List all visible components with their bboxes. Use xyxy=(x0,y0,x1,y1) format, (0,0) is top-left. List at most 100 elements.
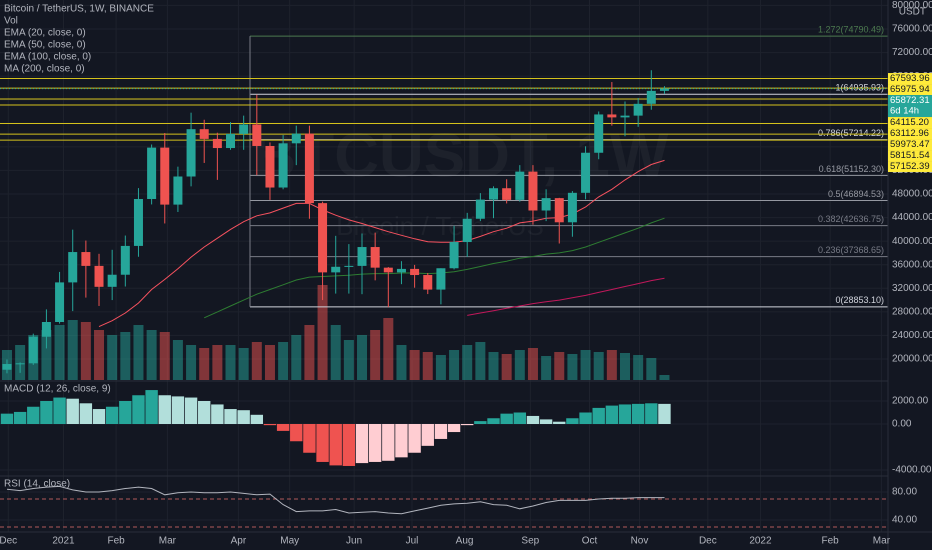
histogram-bar xyxy=(171,396,185,424)
x-tick-label: Nov xyxy=(631,536,649,547)
histogram-bar xyxy=(119,400,132,424)
fib-label: 0.382(42636.75) xyxy=(818,214,884,224)
x-tick-label: Dec xyxy=(0,536,17,547)
histogram-bar xyxy=(40,400,53,424)
price-tag xyxy=(888,117,932,129)
candle-body xyxy=(423,275,433,290)
histogram-bar xyxy=(434,423,448,439)
level-label: 63112.96 xyxy=(890,128,929,139)
rsi-line xyxy=(6,485,665,515)
histogram-bar xyxy=(250,414,264,424)
volume-bar xyxy=(435,355,446,380)
volume-bar xyxy=(80,322,91,380)
level-label: 59973.47 xyxy=(890,139,930,150)
x-tick-label: Sep xyxy=(521,536,539,547)
fib-label: 0.236(37368.65) xyxy=(818,245,884,255)
histogram-bar xyxy=(447,423,461,433)
histogram-bar xyxy=(0,413,14,424)
x-tick-label: Feb xyxy=(822,536,840,547)
histogram-bar xyxy=(53,397,66,424)
price-tag xyxy=(888,150,932,162)
candle-body xyxy=(541,198,551,211)
volume-bar xyxy=(317,285,328,380)
candle-body xyxy=(607,114,617,118)
ma-line xyxy=(467,277,665,316)
histogram-bar xyxy=(184,397,198,424)
legend-entry: EMA (20, close, 0) xyxy=(4,28,86,39)
volume-bar xyxy=(488,352,499,380)
histogram-bar xyxy=(539,419,553,424)
x-tick-label: Jun xyxy=(346,536,362,547)
volume-bar xyxy=(251,342,262,380)
candle-body xyxy=(554,198,564,223)
candle-body xyxy=(331,266,341,273)
y-tick-label: 72000.00 xyxy=(892,47,932,58)
histogram-bar xyxy=(645,403,658,424)
candle-body xyxy=(147,147,157,200)
histogram-bar xyxy=(461,423,474,426)
histogram-bar xyxy=(158,395,171,424)
volume-bar xyxy=(514,350,525,380)
volume-bar xyxy=(449,350,460,380)
candle-body xyxy=(133,199,143,246)
histogram-bar xyxy=(355,423,369,464)
volume-bar xyxy=(186,345,197,380)
last-price-label: 65872.31 xyxy=(890,95,930,106)
histogram-bar xyxy=(66,398,79,424)
candle-body xyxy=(502,188,512,200)
volume-bar xyxy=(593,352,604,380)
candle-body xyxy=(594,114,604,153)
volume-bar xyxy=(278,342,289,380)
candle-body xyxy=(160,147,170,205)
axis-unit: USDT xyxy=(899,7,926,18)
candle-body xyxy=(94,265,104,287)
price-tag xyxy=(888,84,932,96)
legend-entry: EMA (50, close, 0) xyxy=(4,40,86,51)
candle-body xyxy=(370,247,380,268)
volume-bar xyxy=(172,340,183,380)
x-tick-label: Jul xyxy=(406,536,419,547)
candle-body xyxy=(173,176,183,205)
histogram-bar xyxy=(290,423,303,442)
histogram-bar xyxy=(618,404,632,424)
histogram-bar xyxy=(487,418,500,424)
candle-body xyxy=(278,143,288,188)
histogram-bar xyxy=(13,411,27,424)
volume-bar xyxy=(606,350,617,380)
candle-body xyxy=(581,152,591,193)
volume-bar xyxy=(343,340,354,380)
histogram-bar xyxy=(382,423,395,461)
volume-bar xyxy=(54,325,65,380)
x-tick-label: Feb xyxy=(107,536,125,547)
histogram-bar xyxy=(303,423,316,453)
candle-body xyxy=(383,267,393,273)
volume-bar xyxy=(580,350,591,380)
volume-bar xyxy=(422,352,433,380)
volume-bar xyxy=(501,354,512,380)
plot: 1.272(74790.49)1(64935.93)0.786(57214.22… xyxy=(0,25,888,528)
y-tick-label: 80.00 xyxy=(892,487,917,498)
histogram-bar xyxy=(513,412,527,424)
volume-bar xyxy=(291,335,302,380)
volume-bar xyxy=(370,330,381,380)
candle-body xyxy=(659,88,669,91)
candle-body xyxy=(226,133,236,149)
candle-body xyxy=(41,321,51,337)
x-tick-label: Mar xyxy=(159,536,177,547)
fib-label: 0(28853.10) xyxy=(835,295,884,305)
histogram-bar xyxy=(198,400,211,424)
volume-bar xyxy=(620,353,631,380)
volume-bar xyxy=(159,332,170,380)
candle-body xyxy=(436,268,446,290)
candle-body xyxy=(68,252,78,283)
volume-bar xyxy=(475,342,486,380)
y-tick-label: 36000.00 xyxy=(892,259,932,270)
candle-body xyxy=(515,171,525,200)
volume-bar xyxy=(383,318,394,380)
countdown-label: 6d 14h xyxy=(890,106,919,117)
volume-bar xyxy=(409,350,420,380)
candle-body xyxy=(239,124,249,134)
histogram-bar xyxy=(605,405,619,424)
histogram-bar xyxy=(579,412,592,424)
